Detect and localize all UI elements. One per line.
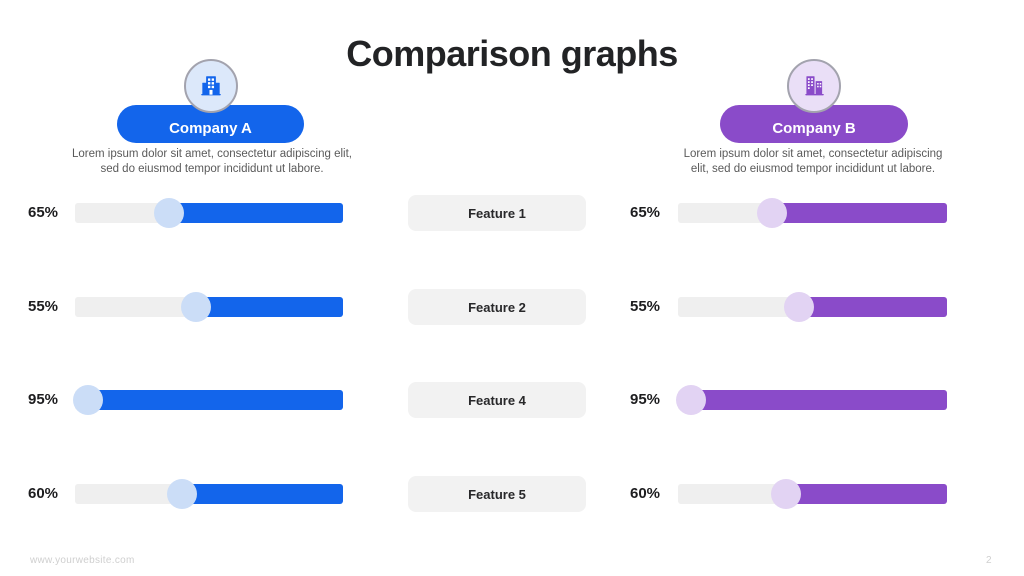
company-b-slider-track[interactable] bbox=[678, 198, 947, 228]
company-b-description: Lorem ipsum dolor sit amet, consectetur … bbox=[683, 148, 943, 175]
company-b-value-label: 55% bbox=[630, 298, 661, 315]
company-a-label: Company A bbox=[169, 119, 252, 137]
company-b-slider-knob[interactable] bbox=[676, 385, 707, 415]
company-a-slider-knob[interactable] bbox=[73, 385, 104, 415]
city-buildings-icon bbox=[801, 73, 827, 99]
company-b-slider-track[interactable] bbox=[678, 479, 947, 509]
company-b-label: Company B bbox=[772, 119, 856, 137]
company-b-slider-knob[interactable] bbox=[757, 198, 788, 228]
company-b-value-label: 95% bbox=[630, 391, 661, 408]
company-b-avatar bbox=[787, 59, 841, 113]
footer-website: www.yourwebsite.com bbox=[30, 555, 135, 566]
company-b-value-label: 60% bbox=[630, 485, 661, 502]
feature-label: Feature 5 bbox=[408, 476, 586, 512]
company-a-slider-fill bbox=[88, 390, 343, 410]
company-a-value-label: 55% bbox=[28, 298, 59, 315]
company-b-slider-fill bbox=[799, 297, 947, 317]
feature-label: Feature 4 bbox=[408, 382, 586, 418]
company-a-description: Lorem ipsum dolor sit amet, consectetur … bbox=[72, 148, 352, 175]
office-building-icon bbox=[198, 73, 224, 99]
company-a-slider-knob[interactable] bbox=[153, 198, 184, 228]
comparison-row: 65% Feature 1 65% bbox=[0, 195, 1024, 231]
feature-label: Feature 2 bbox=[408, 289, 586, 325]
company-b-button[interactable]: Company B bbox=[720, 105, 908, 143]
comparison-row: 60% Feature 5 60% bbox=[0, 476, 1024, 512]
comparison-row: 95% Feature 4 95% bbox=[0, 382, 1024, 418]
company-a-slider-knob[interactable] bbox=[180, 292, 211, 322]
feature-label: Feature 1 bbox=[408, 195, 586, 231]
company-b-slider-knob[interactable] bbox=[770, 479, 801, 509]
company-a-slider-track[interactable] bbox=[75, 292, 343, 322]
footer-page-number: 2 bbox=[986, 555, 992, 566]
company-a-slider-track[interactable] bbox=[73, 385, 343, 415]
company-b-slider-fill bbox=[691, 390, 947, 410]
company-b-slider-fill bbox=[772, 203, 947, 223]
page-title: Comparison graphs bbox=[346, 33, 678, 74]
company-b-slider-track[interactable] bbox=[678, 292, 947, 322]
company-b-value-label: 65% bbox=[630, 204, 661, 221]
company-a-slider-fill bbox=[182, 484, 343, 504]
company-a-avatar bbox=[184, 59, 238, 113]
company-a-slider-knob[interactable] bbox=[167, 479, 198, 509]
company-a-slider-track[interactable] bbox=[75, 479, 343, 509]
comparison-row: 55% Feature 2 55% bbox=[0, 289, 1024, 325]
company-a-value-label: 95% bbox=[28, 391, 59, 408]
company-a-value-label: 60% bbox=[28, 485, 59, 502]
company-a-slider-track[interactable] bbox=[75, 198, 343, 228]
company-a-slider-fill bbox=[168, 203, 343, 223]
company-b-slider-track[interactable] bbox=[676, 385, 947, 415]
company-b-slider-knob[interactable] bbox=[784, 292, 815, 322]
company-a-slider-fill bbox=[195, 297, 343, 317]
company-a-value-label: 65% bbox=[28, 204, 59, 221]
company-b-slider-fill bbox=[785, 484, 947, 504]
